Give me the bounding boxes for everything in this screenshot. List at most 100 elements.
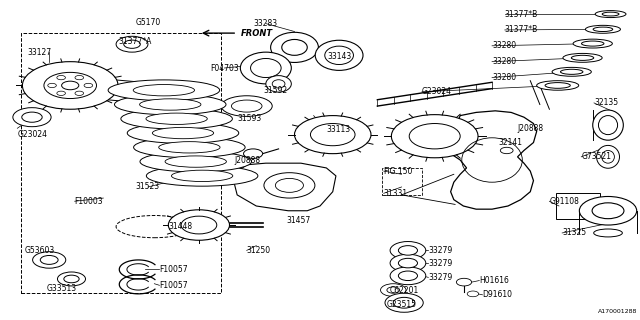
Text: 31377*B: 31377*B bbox=[505, 10, 538, 19]
Text: G23024: G23024 bbox=[422, 87, 452, 96]
Circle shape bbox=[13, 108, 51, 127]
Circle shape bbox=[390, 254, 426, 272]
Text: 31377*B: 31377*B bbox=[505, 25, 538, 35]
Text: 33127: 33127 bbox=[28, 48, 52, 57]
Text: 33280: 33280 bbox=[492, 41, 516, 50]
Circle shape bbox=[264, 173, 315, 198]
Text: G23515: G23515 bbox=[387, 300, 417, 309]
Circle shape bbox=[124, 40, 140, 48]
Text: 31592: 31592 bbox=[263, 86, 287, 95]
Ellipse shape bbox=[595, 11, 626, 18]
Ellipse shape bbox=[598, 116, 618, 135]
Circle shape bbox=[385, 293, 423, 312]
Text: H01616: H01616 bbox=[479, 276, 509, 285]
Text: G23024: G23024 bbox=[17, 130, 47, 139]
Ellipse shape bbox=[108, 80, 220, 100]
Circle shape bbox=[467, 291, 479, 297]
Circle shape bbox=[409, 124, 460, 149]
Ellipse shape bbox=[594, 229, 622, 237]
Ellipse shape bbox=[266, 76, 291, 92]
Ellipse shape bbox=[272, 80, 285, 88]
Circle shape bbox=[48, 83, 56, 88]
Circle shape bbox=[244, 149, 262, 158]
Ellipse shape bbox=[147, 165, 258, 186]
Text: G33513: G33513 bbox=[47, 284, 77, 293]
Circle shape bbox=[64, 275, 79, 283]
Ellipse shape bbox=[582, 41, 604, 46]
Circle shape bbox=[398, 258, 417, 268]
Circle shape bbox=[310, 124, 355, 146]
Polygon shape bbox=[447, 111, 537, 209]
Circle shape bbox=[390, 267, 426, 285]
Text: J20888: J20888 bbox=[518, 124, 543, 133]
Text: 31457: 31457 bbox=[287, 216, 311, 225]
Text: 31448: 31448 bbox=[168, 222, 193, 231]
Ellipse shape bbox=[561, 69, 583, 74]
Ellipse shape bbox=[165, 156, 227, 167]
Circle shape bbox=[500, 147, 513, 154]
Text: C62201: C62201 bbox=[390, 285, 419, 295]
Ellipse shape bbox=[133, 84, 195, 96]
Circle shape bbox=[181, 216, 217, 234]
Ellipse shape bbox=[250, 59, 281, 77]
Circle shape bbox=[398, 246, 417, 255]
Ellipse shape bbox=[146, 113, 207, 124]
Text: 33279: 33279 bbox=[428, 273, 452, 282]
Circle shape bbox=[84, 83, 93, 88]
Text: FIG.150: FIG.150 bbox=[384, 167, 413, 176]
Circle shape bbox=[168, 210, 230, 240]
Text: A170001288: A170001288 bbox=[598, 309, 637, 314]
Ellipse shape bbox=[602, 150, 614, 163]
Text: 33279: 33279 bbox=[428, 246, 452, 255]
Text: D91610: D91610 bbox=[483, 290, 513, 299]
Circle shape bbox=[398, 271, 417, 281]
Ellipse shape bbox=[241, 52, 291, 84]
Text: 33280: 33280 bbox=[492, 57, 516, 66]
Text: 31250: 31250 bbox=[246, 246, 271, 255]
Text: 33143: 33143 bbox=[327, 52, 351, 61]
Text: 33113: 33113 bbox=[326, 125, 351, 134]
Ellipse shape bbox=[552, 68, 591, 76]
Ellipse shape bbox=[172, 170, 233, 181]
Ellipse shape bbox=[593, 110, 623, 140]
Circle shape bbox=[58, 272, 86, 286]
Text: G91108: G91108 bbox=[549, 197, 579, 206]
Ellipse shape bbox=[152, 127, 214, 139]
Text: F04703: F04703 bbox=[210, 63, 239, 73]
Circle shape bbox=[275, 178, 303, 192]
Circle shape bbox=[390, 242, 426, 259]
Ellipse shape bbox=[271, 32, 319, 62]
Ellipse shape bbox=[127, 123, 239, 143]
Circle shape bbox=[22, 62, 118, 109]
Text: 32135: 32135 bbox=[594, 99, 618, 108]
Ellipse shape bbox=[140, 151, 252, 172]
Circle shape bbox=[387, 287, 399, 293]
Text: F10003: F10003 bbox=[75, 197, 103, 206]
Text: 31523: 31523 bbox=[136, 182, 160, 191]
Ellipse shape bbox=[221, 96, 272, 116]
Ellipse shape bbox=[282, 39, 307, 55]
Text: 31325: 31325 bbox=[562, 228, 586, 237]
Text: 31593: 31593 bbox=[237, 114, 261, 123]
Text: FRONT: FRONT bbox=[241, 28, 273, 38]
Ellipse shape bbox=[159, 142, 220, 153]
Text: 33279: 33279 bbox=[428, 259, 452, 268]
Text: 31331: 31331 bbox=[384, 189, 408, 198]
Circle shape bbox=[44, 72, 97, 99]
Circle shape bbox=[579, 196, 637, 225]
Ellipse shape bbox=[134, 137, 245, 158]
Text: 32141: 32141 bbox=[499, 138, 522, 147]
Text: G73521: G73521 bbox=[581, 152, 611, 161]
Circle shape bbox=[22, 112, 42, 122]
Circle shape bbox=[33, 252, 66, 268]
Circle shape bbox=[394, 297, 415, 308]
Circle shape bbox=[75, 76, 84, 80]
Ellipse shape bbox=[563, 53, 602, 62]
Circle shape bbox=[456, 278, 472, 286]
Polygon shape bbox=[234, 163, 336, 211]
Ellipse shape bbox=[316, 40, 363, 70]
Ellipse shape bbox=[121, 108, 232, 129]
Ellipse shape bbox=[545, 83, 570, 88]
Circle shape bbox=[40, 255, 58, 264]
Circle shape bbox=[61, 81, 79, 90]
